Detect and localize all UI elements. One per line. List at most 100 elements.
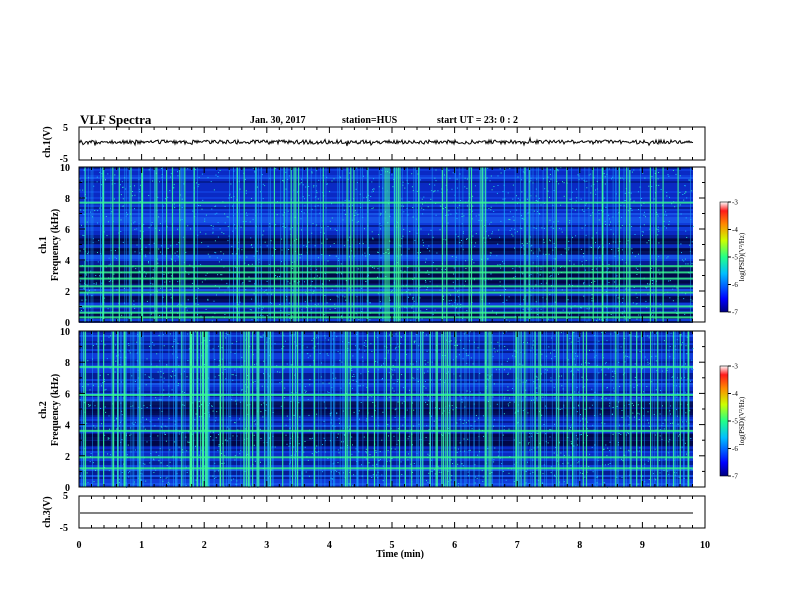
speckle	[634, 335, 636, 337]
speckle	[499, 264, 501, 265]
speckle	[577, 462, 579, 464]
speckle	[585, 203, 587, 205]
speckle	[339, 422, 340, 424]
speckle	[444, 174, 445, 176]
speckle	[301, 178, 302, 180]
speckle	[315, 190, 317, 192]
speckle	[234, 400, 236, 402]
speckle	[421, 318, 423, 320]
speckle	[116, 417, 118, 419]
speckle	[608, 399, 610, 401]
speckle	[425, 363, 427, 365]
speckle	[234, 369, 236, 371]
speckle	[166, 226, 168, 228]
speckle	[493, 383, 495, 385]
speckle	[511, 233, 513, 235]
speckle	[589, 407, 591, 409]
speckle	[373, 178, 375, 180]
speckle	[182, 404, 184, 406]
speckle	[323, 401, 325, 403]
speckle	[685, 412, 687, 414]
speckle	[308, 475, 310, 477]
speckle	[364, 228, 365, 230]
speckle	[276, 214, 278, 216]
speckle	[226, 440, 228, 442]
speckle	[224, 314, 226, 315]
speckle	[230, 479, 232, 481]
speckle	[676, 472, 678, 474]
speckle	[599, 413, 601, 415]
speckle	[522, 218, 524, 220]
spectrogram-row	[79, 215, 693, 217]
speckle	[302, 184, 304, 186]
speckle	[263, 360, 265, 362]
speckle	[434, 473, 436, 475]
speckle	[96, 176, 98, 178]
speckle	[201, 208, 203, 210]
speckle	[498, 229, 500, 231]
speckle	[563, 182, 565, 184]
speckle	[570, 427, 572, 429]
speckle	[289, 419, 291, 420]
speckle	[148, 262, 149, 264]
speckle	[127, 167, 129, 169]
speckle	[152, 341, 154, 343]
speckle	[181, 219, 183, 220]
speckle	[198, 401, 200, 403]
speckle	[248, 280, 250, 282]
speckle	[676, 409, 678, 411]
speckle	[223, 253, 225, 255]
speckle	[591, 282, 592, 283]
speckle	[493, 425, 494, 427]
speckle	[483, 237, 485, 239]
speckle	[549, 293, 551, 295]
speckle	[365, 452, 367, 454]
speckle	[468, 475, 470, 477]
speckle	[685, 345, 687, 347]
speckle	[329, 191, 331, 193]
speckle	[271, 293, 273, 295]
speckle	[218, 434, 219, 436]
speckle	[265, 290, 267, 291]
speckle	[442, 299, 444, 300]
speckle	[336, 413, 338, 415]
speckle	[131, 375, 133, 377]
speckle	[126, 214, 128, 216]
speckle	[553, 269, 554, 271]
speckle	[218, 445, 220, 447]
speckle	[512, 388, 513, 389]
speckle	[205, 308, 207, 310]
speckle	[666, 367, 668, 369]
speckle	[692, 348, 694, 350]
speckle	[176, 251, 178, 253]
speckle	[448, 170, 450, 172]
speckle	[450, 299, 452, 301]
speckle	[334, 469, 336, 471]
speckle	[266, 245, 268, 247]
speckle	[284, 227, 286, 228]
speckle	[284, 340, 286, 342]
speckle	[309, 355, 311, 357]
speckle	[492, 396, 494, 398]
speckle	[593, 183, 595, 185]
speckle	[511, 228, 513, 230]
speckle	[527, 308, 529, 310]
speckle	[377, 293, 379, 295]
speckle	[369, 254, 370, 256]
speckle	[610, 229, 612, 231]
speckle	[598, 340, 600, 342]
speckle	[107, 374, 109, 376]
speckle	[445, 207, 446, 209]
speckle	[380, 307, 382, 309]
speckle	[545, 405, 547, 407]
speckle	[493, 347, 495, 349]
speckle	[316, 452, 318, 454]
speckle	[90, 453, 92, 454]
speckle	[352, 444, 353, 446]
speckle	[285, 171, 287, 173]
speckle	[600, 369, 602, 371]
speckle	[387, 350, 389, 352]
speckle	[681, 426, 683, 428]
speckle	[585, 269, 586, 271]
